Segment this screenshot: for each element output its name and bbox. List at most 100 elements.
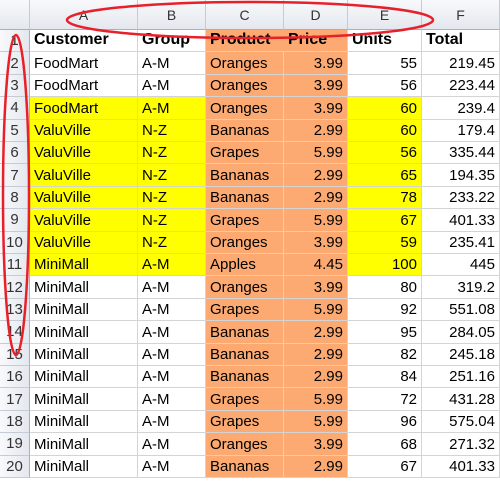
table-cell[interactable]: Bananas [206, 119, 284, 142]
table-cell[interactable]: Bananas [206, 343, 284, 366]
table-cell[interactable]: Grapes [206, 142, 284, 165]
table-cell[interactable]: 2.99 [284, 186, 348, 210]
table-cell[interactable]: 575.04 [422, 410, 500, 434]
table-cell[interactable]: Bananas [206, 164, 284, 187]
header-cell-units[interactable]: Units [348, 30, 422, 53]
table-cell[interactable]: 95 [348, 321, 422, 344]
table-cell[interactable]: 92 [348, 298, 422, 322]
header-cell-group[interactable]: Group [138, 30, 206, 53]
table-cell[interactable]: A-M [138, 433, 206, 456]
table-cell[interactable]: Oranges [206, 74, 284, 98]
table-cell[interactable]: FoodMart [30, 52, 138, 75]
column-header-f[interactable]: F [422, 0, 500, 30]
table-cell[interactable]: MiniMall [30, 276, 138, 299]
table-cell[interactable]: MiniMall [30, 366, 138, 389]
row-header-8[interactable]: 8 [0, 186, 30, 210]
table-cell[interactable]: 3.99 [284, 276, 348, 299]
table-cell[interactable]: MiniMall [30, 388, 138, 411]
table-cell[interactable]: 56 [348, 142, 422, 165]
table-cell[interactable]: A-M [138, 276, 206, 299]
table-cell[interactable]: 235.41 [422, 231, 500, 254]
table-cell[interactable]: ValuVille [30, 119, 138, 142]
table-cell[interactable]: ValuVille [30, 231, 138, 254]
table-cell[interactable]: 401.33 [422, 455, 500, 478]
table-cell[interactable]: 251.16 [422, 366, 500, 389]
row-header-13[interactable]: 13 [0, 298, 30, 322]
table-cell[interactable]: Oranges [206, 276, 284, 299]
table-cell[interactable]: 96 [348, 410, 422, 434]
column-header-b[interactable]: B [138, 0, 206, 30]
table-cell[interactable]: 239.4 [422, 97, 500, 120]
table-cell[interactable]: N-Z [138, 164, 206, 187]
row-header-1[interactable]: 1 [0, 30, 30, 53]
table-cell[interactable]: 233.22 [422, 186, 500, 210]
table-cell[interactable]: N-Z [138, 119, 206, 142]
table-cell[interactable]: 5.99 [284, 298, 348, 322]
table-cell[interactable]: 401.33 [422, 209, 500, 232]
row-header-4[interactable]: 4 [0, 97, 30, 120]
table-cell[interactable]: 335.44 [422, 142, 500, 165]
table-cell[interactable]: N-Z [138, 186, 206, 210]
table-cell[interactable]: 55 [348, 52, 422, 75]
table-cell[interactable]: 2.99 [284, 119, 348, 142]
table-cell[interactable]: 3.99 [284, 231, 348, 254]
table-cell[interactable]: Bananas [206, 366, 284, 389]
table-cell[interactable]: 2.99 [284, 321, 348, 344]
header-cell-total[interactable]: Total [422, 30, 500, 53]
table-cell[interactable]: 2.99 [284, 455, 348, 478]
header-cell-customer[interactable]: Customer [30, 30, 138, 53]
header-cell-product[interactable]: Product [206, 30, 284, 53]
table-cell[interactable]: FoodMart [30, 97, 138, 120]
header-cell-price[interactable]: Price [284, 30, 348, 53]
table-cell[interactable]: A-M [138, 455, 206, 478]
table-cell[interactable]: A-M [138, 410, 206, 434]
table-cell[interactable]: 65 [348, 164, 422, 187]
table-cell[interactable]: 67 [348, 209, 422, 232]
row-header-9[interactable]: 9 [0, 209, 30, 232]
table-cell[interactable]: A-M [138, 52, 206, 75]
table-cell[interactable]: MiniMall [30, 433, 138, 456]
table-cell[interactable]: 3.99 [284, 433, 348, 456]
row-header-18[interactable]: 18 [0, 410, 30, 434]
table-cell[interactable]: 59 [348, 231, 422, 254]
table-cell[interactable]: Grapes [206, 388, 284, 411]
table-cell[interactable]: 284.05 [422, 321, 500, 344]
table-cell[interactable]: 5.99 [284, 388, 348, 411]
table-cell[interactable]: Grapes [206, 410, 284, 434]
column-header-a[interactable]: A [30, 0, 138, 30]
table-cell[interactable]: MiniMall [30, 410, 138, 434]
table-cell[interactable]: 194.35 [422, 164, 500, 187]
table-cell[interactable]: Grapes [206, 298, 284, 322]
table-cell[interactable]: 82 [348, 343, 422, 366]
row-header-5[interactable]: 5 [0, 119, 30, 142]
table-cell[interactable]: 4.45 [284, 254, 348, 277]
table-cell[interactable]: 2.99 [284, 343, 348, 366]
table-cell[interactable]: 78 [348, 186, 422, 210]
column-header-e[interactable]: E [348, 0, 422, 30]
row-header-7[interactable]: 7 [0, 164, 30, 187]
table-cell[interactable]: ValuVille [30, 186, 138, 210]
table-cell[interactable]: N-Z [138, 231, 206, 254]
row-header-15[interactable]: 15 [0, 343, 30, 366]
table-cell[interactable]: 223.44 [422, 74, 500, 98]
table-cell[interactable]: Grapes [206, 209, 284, 232]
table-cell[interactable]: 56 [348, 74, 422, 98]
table-cell[interactable]: 3.99 [284, 52, 348, 75]
table-cell[interactable]: ValuVille [30, 164, 138, 187]
row-header-11[interactable]: 11 [0, 254, 30, 277]
table-cell[interactable]: Oranges [206, 97, 284, 120]
table-cell[interactable]: Oranges [206, 52, 284, 75]
table-cell[interactable]: Bananas [206, 321, 284, 344]
column-header-d[interactable]: D [284, 0, 348, 30]
row-header-16[interactable]: 16 [0, 366, 30, 389]
row-header-12[interactable]: 12 [0, 276, 30, 299]
table-cell[interactable]: ValuVille [30, 209, 138, 232]
table-cell[interactable]: A-M [138, 366, 206, 389]
table-cell[interactable]: A-M [138, 321, 206, 344]
table-cell[interactable]: 3.99 [284, 74, 348, 98]
table-cell[interactable]: Apples [206, 254, 284, 277]
row-header-14[interactable]: 14 [0, 321, 30, 344]
row-header-10[interactable]: 10 [0, 231, 30, 254]
table-cell[interactable]: 60 [348, 119, 422, 142]
table-cell[interactable]: 5.99 [284, 209, 348, 232]
